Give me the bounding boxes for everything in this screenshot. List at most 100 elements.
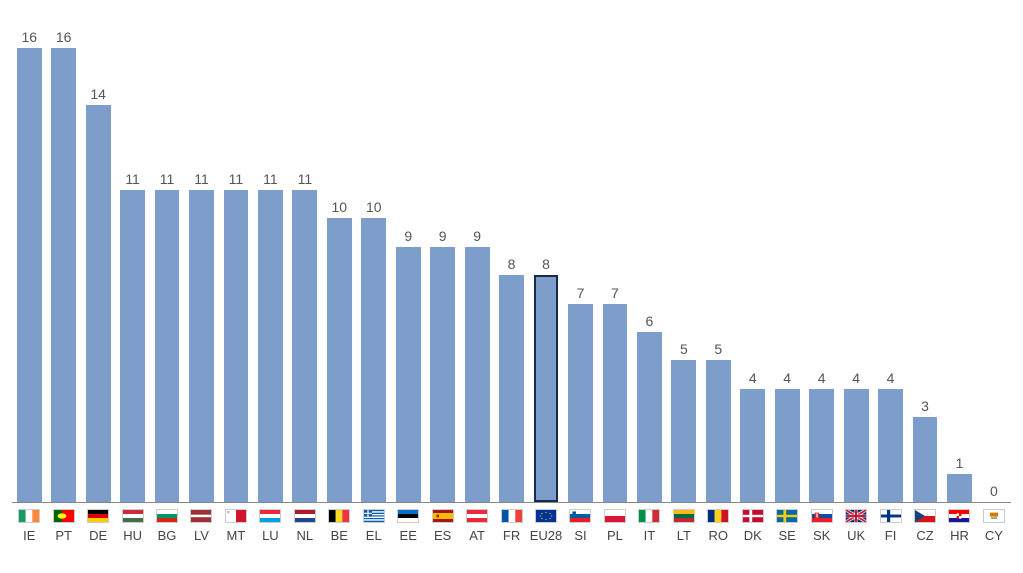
bar-rect: [155, 190, 180, 502]
x-axis-slot: SI: [563, 503, 597, 573]
bar-value-label: 11: [263, 172, 278, 186]
x-axis-slot: UK: [839, 503, 873, 573]
bar-value-label: 9: [473, 229, 481, 243]
flag-icon-ee: [397, 509, 419, 523]
x-axis-label: IT: [644, 529, 656, 542]
flag-icon-bg: [156, 509, 178, 523]
bar-rect: [189, 190, 214, 502]
bar-slot: 6: [632, 20, 666, 502]
flag-icon-it: [638, 509, 660, 523]
x-axis-label: HU: [123, 529, 142, 542]
bar-rect: [361, 218, 386, 502]
flag-icon-de: [87, 509, 109, 523]
bar-value-label: 11: [160, 172, 175, 186]
flag-icon-hr: [948, 509, 970, 523]
flag-icon-uk: [845, 509, 867, 523]
bar-rect: [947, 474, 972, 502]
x-axis-slot: LT: [667, 503, 701, 573]
bar-slot: 8: [529, 20, 563, 502]
flag-icon-eu28: [535, 509, 557, 523]
flag-icon-be: [328, 509, 350, 523]
bar-slot: 4: [804, 20, 838, 502]
bar-value-label: 11: [229, 172, 244, 186]
bar-slot: 3: [908, 20, 942, 502]
bar-rect: [603, 304, 628, 502]
bar-value-label: 4: [852, 371, 860, 385]
flag-icon-es: [432, 509, 454, 523]
x-axis-slot: RO: [701, 503, 735, 573]
x-axis-slot: HR: [942, 503, 976, 573]
flag-icon-el: [363, 509, 385, 523]
x-axis-label: IE: [23, 529, 35, 542]
x-axis-label: EU28: [530, 529, 563, 542]
bar-rect: [568, 304, 593, 502]
bar-rect: [671, 360, 696, 502]
bar-value-label: 1: [956, 456, 964, 470]
x-axis-slot: EL: [357, 503, 391, 573]
bar-rect: [396, 247, 421, 502]
flag-icon-ie: [18, 509, 40, 523]
bar-value-label: 11: [194, 172, 209, 186]
x-axis-slot: MT: [219, 503, 253, 573]
x-axis-slot: IT: [632, 503, 666, 573]
bar-rect: [51, 48, 76, 502]
bar-value-label: 8: [542, 257, 550, 271]
x-axis-slot: FI: [873, 503, 907, 573]
bar-slot: 4: [736, 20, 770, 502]
bar-slot: 11: [219, 20, 253, 502]
x-axis-label: FR: [503, 529, 520, 542]
x-axis-label: LU: [262, 529, 279, 542]
flag-icon-pl: [604, 509, 626, 523]
x-axis-label: CY: [985, 529, 1003, 542]
x-axis-label: LT: [677, 529, 691, 542]
flag-icon-lu: [259, 509, 281, 523]
flag-icon-lv: [190, 509, 212, 523]
flag-icon-fi: [880, 509, 902, 523]
bar-slot: 8: [494, 20, 528, 502]
bar-value-label: 5: [714, 342, 722, 356]
bar-chart: 1616141111111111111010999887765544444310…: [0, 0, 1023, 573]
flag-icon-cy: [983, 509, 1005, 523]
bar-slot: 11: [150, 20, 184, 502]
bar-slot: 11: [115, 20, 149, 502]
bars-container: 1616141111111111111010999887765544444310: [12, 20, 1011, 502]
bar-value-label: 8: [508, 257, 516, 271]
bar-rect: [465, 247, 490, 502]
flag-icon-hu: [122, 509, 144, 523]
bar-value-label: 5: [680, 342, 688, 356]
bar-slot: 7: [598, 20, 632, 502]
x-axis: IEPTDEHUBGLVMTLUNLBEELEEESATFREU28SIPLIT…: [12, 503, 1011, 573]
bar-slot: 1: [942, 20, 976, 502]
bar-slot: 10: [357, 20, 391, 502]
x-axis-slot: SK: [804, 503, 838, 573]
x-axis-slot: FR: [494, 503, 528, 573]
x-axis-slot: AT: [460, 503, 494, 573]
flag-icon-nl: [294, 509, 316, 523]
x-axis-label: ES: [434, 529, 451, 542]
bar-rect: [534, 275, 559, 502]
x-axis-label: SK: [813, 529, 830, 542]
bar-rect: [327, 218, 352, 502]
bar-value-label: 4: [749, 371, 757, 385]
flag-icon-lt: [673, 509, 695, 523]
x-axis-label: EE: [400, 529, 417, 542]
plot-area: 1616141111111111111010999887765544444310: [12, 20, 1011, 503]
bar-value-label: 0: [990, 484, 998, 498]
x-axis-label: PT: [55, 529, 72, 542]
x-axis-slot: EE: [391, 503, 425, 573]
flag-icon-ro: [707, 509, 729, 523]
bar-rect: [258, 190, 283, 502]
x-axis-label: UK: [847, 529, 865, 542]
x-axis-label: FI: [885, 529, 897, 542]
x-axis-label: LV: [194, 529, 209, 542]
bar-rect: [430, 247, 455, 502]
bar-rect: [86, 105, 111, 502]
bar-value-label: 6: [645, 314, 653, 328]
x-axis-label: BG: [158, 529, 177, 542]
flag-icon-mt: [225, 509, 247, 523]
bar-rect: [292, 190, 317, 502]
bar-rect: [17, 48, 42, 502]
flag-icon-dk: [742, 509, 764, 523]
bar-rect: [809, 389, 834, 502]
bar-value-label: 11: [125, 172, 140, 186]
